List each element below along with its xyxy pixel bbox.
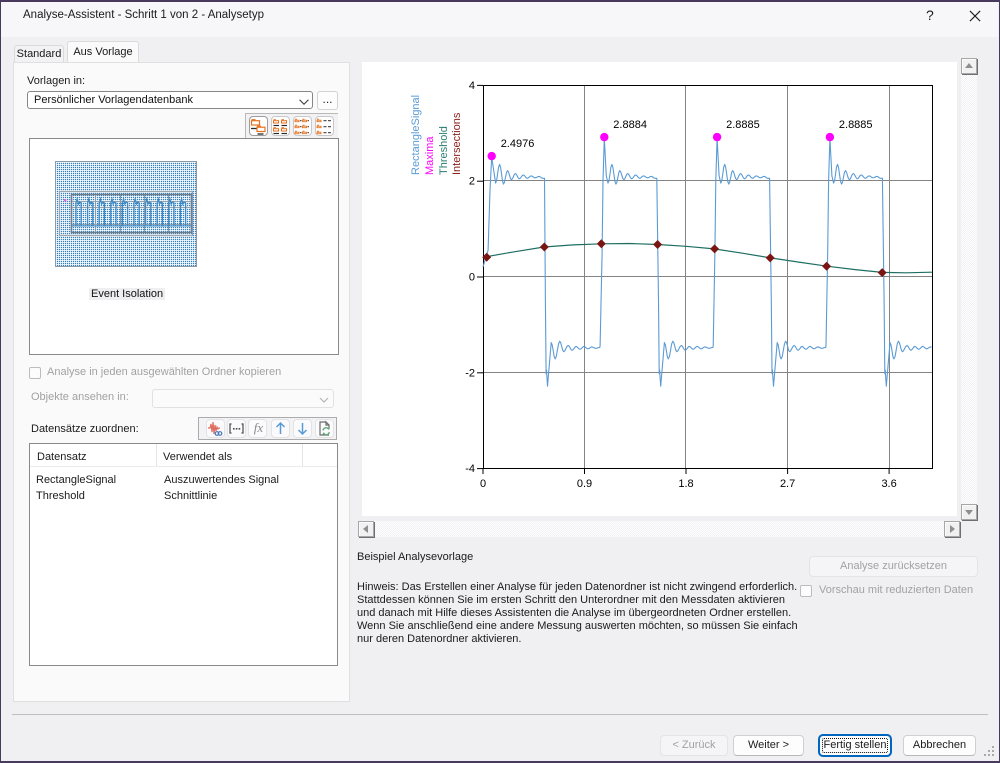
svg-text:0: 0 — [469, 272, 475, 284]
svg-text:3.6: 3.6 — [881, 478, 896, 490]
svg-text:1.8: 1.8 — [678, 478, 693, 490]
svg-text:2.7: 2.7 — [780, 478, 795, 490]
svg-text:Intersections: Intersections — [451, 112, 463, 175]
svg-text:0.9: 0.9 — [577, 478, 592, 490]
svg-text:4: 4 — [469, 80, 475, 92]
svg-text:Maxima: Maxima — [424, 136, 436, 175]
svg-text:-4: -4 — [465, 463, 475, 475]
svg-text:0: 0 — [480, 478, 486, 490]
svg-text:RectangleSignal: RectangleSignal — [410, 95, 422, 175]
svg-text:2.8884: 2.8884 — [613, 119, 647, 131]
svg-text:2: 2 — [469, 176, 475, 188]
svg-text:2.8885: 2.8885 — [726, 119, 760, 131]
svg-text:2.4976: 2.4976 — [501, 138, 535, 150]
svg-text:2.8885: 2.8885 — [839, 119, 873, 131]
svg-text:-2: -2 — [465, 367, 475, 379]
svg-text:Threshold: Threshold — [438, 126, 450, 175]
